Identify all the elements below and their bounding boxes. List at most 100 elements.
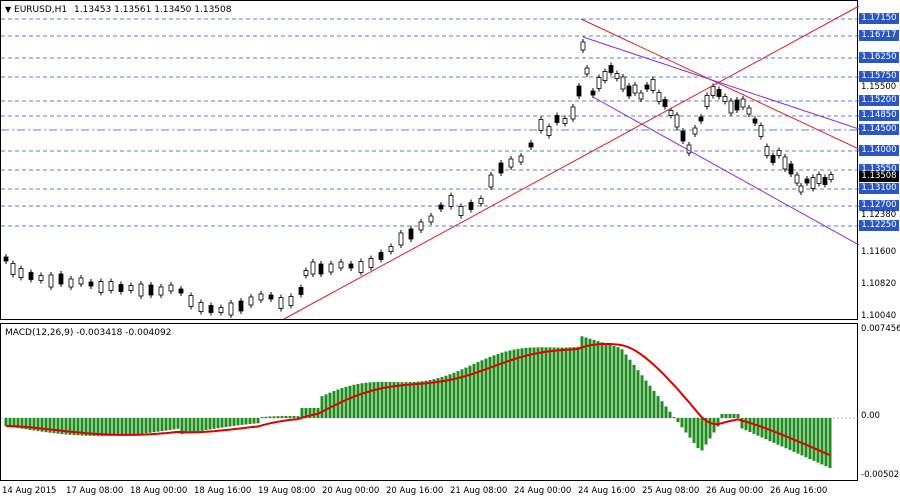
macd-histogram-bar <box>240 418 244 425</box>
current-price-label: 1.13508 <box>859 171 899 182</box>
candle-body <box>580 41 586 51</box>
macd-histogram-bar <box>104 418 108 436</box>
macd-histogram-bar <box>504 351 508 418</box>
candle-body <box>68 278 74 288</box>
macd-histogram-bar <box>592 339 596 418</box>
macd-histogram-bar <box>100 418 104 436</box>
candle-body <box>298 287 304 295</box>
candle-body <box>188 295 194 307</box>
candle-body <box>734 99 740 111</box>
macd-histogram-bar <box>260 416 264 418</box>
candle-body <box>238 300 244 312</box>
triangle-down-icon[interactable]: ▼ <box>5 5 12 14</box>
macd-histogram-bar <box>244 418 248 425</box>
macd-histogram-bar <box>824 418 828 467</box>
candle-body <box>108 281 114 291</box>
candle-body <box>562 118 568 124</box>
price-level-label: 1.12250 <box>859 220 899 231</box>
macd-histogram-bar <box>416 381 420 418</box>
macd-histogram-bar <box>160 418 164 432</box>
trend-line-down <box>580 18 859 150</box>
macd-histogram-bar <box>256 418 260 424</box>
candle-body <box>118 284 124 292</box>
macd-histogram-bar <box>112 418 116 436</box>
candle-body <box>674 114 680 128</box>
macd-histogram-bar <box>496 353 500 418</box>
macd-indicator-panel[interactable]: MACD(12,26,9) -0.003418 -0.004092 <box>0 323 859 482</box>
macd-histogram-bar <box>216 418 220 429</box>
macd-histogram-bar <box>804 418 808 458</box>
candle-body <box>310 261 316 275</box>
price-chart-canvas[interactable] <box>1 1 859 321</box>
price-level-label: 1.14500 <box>859 124 899 135</box>
candle-body <box>278 297 284 309</box>
macd-histogram-bar <box>396 382 400 418</box>
macd-histogram-bar <box>692 418 696 443</box>
macd-histogram-bar <box>460 369 464 418</box>
candle-body <box>764 146 770 156</box>
macd-histogram-bar <box>320 396 324 418</box>
macd-histogram-bar <box>16 418 20 428</box>
macd-histogram-bar <box>168 418 172 430</box>
macd-histogram-bar <box>392 382 396 418</box>
macd-histogram-bar <box>132 418 136 435</box>
candle-body <box>710 86 716 96</box>
candle-body <box>620 76 626 90</box>
macd-histogram-bar <box>352 384 356 418</box>
candle-body <box>48 274 54 288</box>
time-tick-label: 24 Aug 16:00 <box>578 486 636 496</box>
macd-histogram-bar <box>212 418 216 429</box>
candle-body <box>752 118 758 124</box>
ohlc-values: 1.13453 1.13561 1.13450 1.13508 <box>74 5 232 15</box>
macd-histogram-bar <box>488 356 492 418</box>
macd-canvas[interactable] <box>1 324 859 482</box>
macd-histogram-bar <box>80 418 84 436</box>
macd-histogram-bar <box>92 418 96 436</box>
price-level-label: 1.16717 <box>859 30 899 41</box>
candle-body <box>408 228 414 240</box>
macd-histogram-bar <box>372 382 376 418</box>
macd-histogram-bar <box>60 418 64 435</box>
price-level-label: 1.17150 <box>859 13 899 24</box>
candle-body <box>488 174 494 188</box>
candle-body <box>3 256 9 262</box>
macd-histogram-bar <box>76 418 80 436</box>
macd-histogram-bar <box>136 418 140 435</box>
macd-histogram-bar <box>580 336 584 418</box>
macd-histogram-bar <box>812 418 816 461</box>
macd-histogram-bar <box>748 418 752 433</box>
macd-histogram-bar <box>264 416 268 418</box>
macd-histogram-bar <box>712 418 716 433</box>
macd-histogram-bar <box>68 418 72 435</box>
candle-body <box>448 195 454 207</box>
macd-histogram-bar <box>456 371 460 418</box>
macd-histogram-bar <box>724 414 728 418</box>
macd-histogram-bar <box>72 418 76 436</box>
channel-line-top <box>582 36 859 130</box>
macd-histogram-bar <box>656 396 660 418</box>
macd-histogram-bar <box>364 382 368 418</box>
candle-body <box>358 261 364 273</box>
macd-histogram-bar <box>404 382 408 418</box>
price-chart-panel[interactable]: ▼ EURUSD,H1 1.13453 1.13561 1.13450 1.13… <box>0 0 859 321</box>
macd-histogram-bar <box>268 416 272 418</box>
time-tick-label: 25 Aug 08:00 <box>642 486 700 496</box>
macd-histogram-bar <box>296 416 300 418</box>
time-tick-label: 18 Aug 00:00 <box>130 486 188 496</box>
macd-histogram-bar <box>292 416 296 418</box>
macd-histogram-bar <box>784 418 788 449</box>
macd-axis-min: -0.005026 <box>861 470 900 480</box>
macd-histogram-bar <box>796 418 800 454</box>
candle-body <box>218 307 224 313</box>
macd-histogram-bar <box>720 414 724 418</box>
macd-histogram-bar <box>744 418 748 431</box>
macd-histogram-bar <box>120 418 124 436</box>
macd-histogram-bar <box>340 388 344 418</box>
candle-body <box>138 283 144 297</box>
macd-histogram-bar <box>780 418 784 447</box>
candle-body <box>168 284 174 292</box>
macd-histogram-bar <box>508 350 512 418</box>
macd-histogram-bar <box>552 347 556 418</box>
candle-body <box>538 119 544 131</box>
candle-body <box>248 296 254 306</box>
